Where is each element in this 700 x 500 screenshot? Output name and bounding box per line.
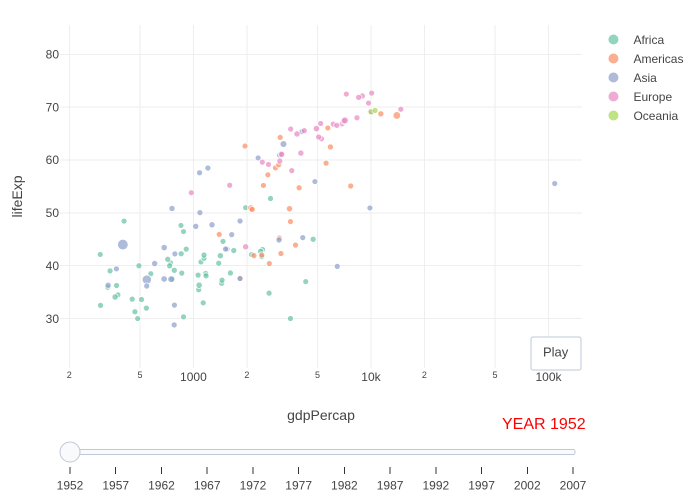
svg-text:Oceania: Oceania	[633, 109, 678, 123]
svg-text:Play: Play	[543, 345, 569, 360]
svg-text:gdpPercap: gdpPercap	[287, 407, 355, 423]
svg-text:Americas: Americas	[633, 52, 683, 66]
svg-text:lifeExp: lifeExp	[9, 175, 25, 217]
svg-text:Asia: Asia	[633, 71, 657, 85]
svg-text:Europe: Europe	[633, 90, 672, 104]
svg-text:Africa: Africa	[633, 33, 664, 47]
svg-text:YEAR 1952: YEAR 1952	[502, 416, 586, 433]
